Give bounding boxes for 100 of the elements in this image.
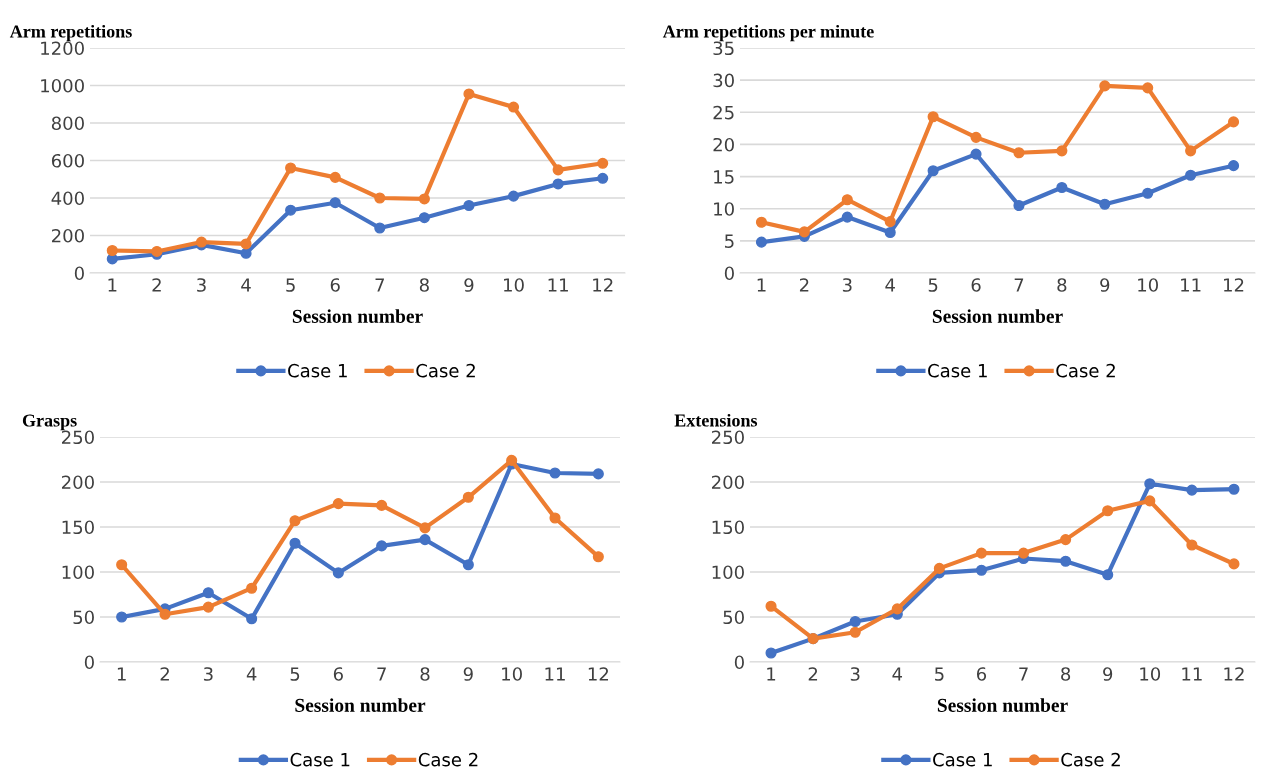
point: [1017, 547, 1030, 559]
x-tick-label: 9: [463, 667, 473, 681]
x-axis-title: Session number: [295, 698, 426, 712]
x-tick-label: 8: [1057, 278, 1067, 292]
point: [1102, 505, 1114, 517]
point: [418, 212, 430, 224]
point: [1186, 484, 1198, 496]
point: [507, 190, 520, 202]
point: [891, 603, 903, 615]
point: [246, 582, 258, 594]
x-tick-label: 6: [330, 278, 340, 292]
y-tick-label: 100: [62, 565, 94, 580]
x-tick-label: 10: [1140, 667, 1161, 681]
y-tick-label: 50: [723, 610, 744, 625]
x-tick-label: 4: [885, 278, 895, 292]
point: [841, 211, 853, 223]
x-tick-label: 7: [375, 278, 384, 292]
chart-title: Arm repetitions per minute: [662, 24, 874, 42]
point: [597, 172, 609, 184]
y-tick-label: 600: [51, 153, 84, 168]
x-tick-label: 4: [892, 667, 903, 681]
y-tick-label: 30: [713, 73, 734, 88]
x-tick-label: 1: [767, 667, 776, 681]
point: [1142, 187, 1154, 199]
legend-label: Case 1: [288, 363, 347, 378]
y-tick-label: 5: [725, 234, 734, 248]
point: [1185, 169, 1197, 181]
x-tick-label: 11: [1181, 278, 1201, 292]
point: [1056, 145, 1068, 157]
x-tick-label: 12: [1224, 667, 1244, 681]
point: [1060, 534, 1072, 546]
x-tick-label: 6: [976, 667, 987, 681]
point: [374, 192, 386, 204]
point: [246, 613, 258, 625]
chart-title: Grasps: [22, 414, 77, 431]
x-axis-title: Session number: [292, 309, 423, 323]
point: [849, 615, 861, 628]
legend-label: Case 2: [1061, 752, 1120, 767]
point: [240, 247, 252, 259]
y-tick-label: 800: [51, 116, 84, 131]
x-tick-label: 3: [203, 667, 213, 681]
x-tick-label: 9: [1103, 667, 1113, 681]
point: [506, 454, 518, 466]
point: [374, 222, 386, 234]
x-tick-label: 4: [246, 667, 257, 681]
point: [592, 551, 604, 563]
point: [332, 498, 344, 510]
point: [765, 600, 777, 612]
x-tick-label: 1: [108, 278, 117, 292]
x-tick-label: 3: [197, 278, 206, 292]
x-tick-label: 8: [420, 667, 430, 681]
point: [549, 467, 561, 479]
point: [116, 611, 128, 623]
x-tick-label: 11: [1182, 667, 1202, 681]
x-tick-label: 4: [241, 278, 251, 292]
point: [329, 197, 341, 209]
y-tick-label: 400: [51, 191, 84, 206]
point: [463, 88, 475, 100]
x-tick-label: 2: [160, 667, 169, 681]
x-tick-label: 5: [935, 667, 944, 681]
y-tick-label: 0: [734, 655, 744, 670]
x-tick-label: 7: [1019, 667, 1028, 681]
point: [202, 601, 214, 613]
x-tick-label: 10: [504, 278, 524, 292]
point: [841, 194, 853, 206]
y-tick-label: 150: [62, 520, 94, 535]
legend-label: Case 1: [933, 752, 992, 767]
point: [552, 164, 564, 176]
x-tick-label: 7: [1014, 278, 1024, 292]
x-tick-label: 11: [548, 278, 568, 292]
y-tick-label: 25: [713, 105, 734, 120]
x-tick-label: 5: [290, 667, 300, 681]
point: [765, 647, 777, 659]
point: [240, 238, 252, 250]
point: [507, 101, 520, 113]
point: [329, 171, 341, 183]
point: [597, 157, 609, 169]
y-tick-label: 35: [713, 41, 734, 56]
point: [927, 111, 939, 123]
point: [798, 226, 810, 238]
point: [106, 244, 118, 257]
point: [970, 148, 982, 160]
point: [376, 499, 388, 511]
y-tick-label: 1200: [41, 41, 84, 56]
point: [1144, 478, 1156, 490]
point: [975, 564, 988, 576]
point: [1013, 147, 1025, 159]
y-tick-label: 15: [714, 170, 734, 184]
point: [884, 226, 896, 239]
x-tick-label: 12: [1224, 278, 1244, 292]
point: [884, 216, 896, 228]
chart-title: Arm repetitions: [9, 24, 132, 42]
point: [975, 547, 988, 559]
x-tick-label: 8: [1061, 667, 1071, 681]
y-tick-label: 10: [714, 202, 734, 216]
x-tick-label: 3: [842, 278, 852, 292]
x-tick-label: 9: [1100, 278, 1110, 292]
point: [970, 131, 982, 143]
y-tick-label: 0: [74, 266, 84, 281]
x-tick-label: 2: [799, 278, 809, 292]
